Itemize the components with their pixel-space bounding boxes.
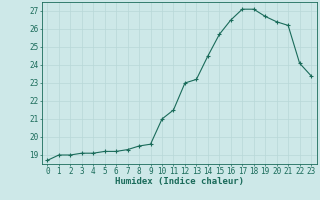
X-axis label: Humidex (Indice chaleur): Humidex (Indice chaleur) <box>115 177 244 186</box>
